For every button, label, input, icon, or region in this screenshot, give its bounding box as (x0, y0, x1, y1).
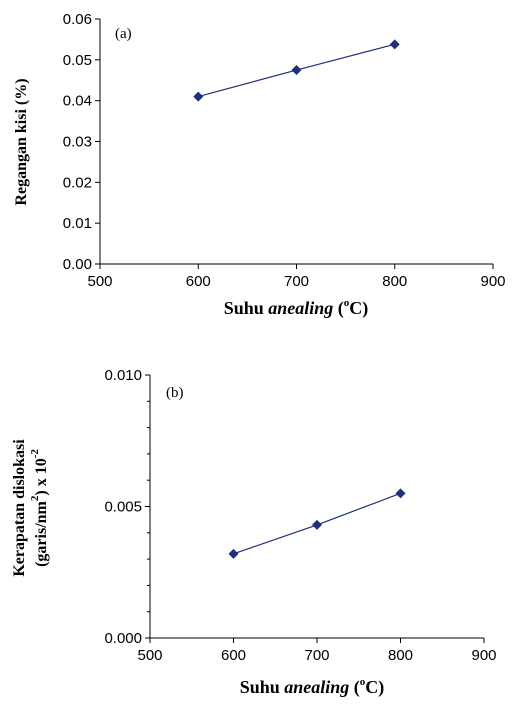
chart-b-data-point (312, 519, 322, 530)
chart-a-data-point (389, 39, 400, 50)
xlabel-sup: o (344, 297, 350, 309)
chart-b-x-tick-label: 600 (221, 647, 246, 664)
xlabel-main: Suhu (240, 677, 280, 697)
ylabel-sup: 2 (29, 495, 41, 501)
ylabel-sup2: -2 (29, 449, 41, 459)
chart-a-x-tick-label: 600 (186, 273, 211, 290)
xlabel-italic: anealing (284, 677, 349, 697)
xlabel-open: ( (338, 298, 344, 319)
chart-b-panel-label: (b) (166, 385, 184, 401)
chart-a-x-axis-label: Suhu anealing (oC) (224, 297, 369, 319)
chart-b-data-point (228, 548, 239, 559)
chart-a-y-tick-label: 0.03 (63, 134, 92, 151)
chart-a-x-tick-label: 800 (382, 273, 407, 290)
chart-a-x-tick-label: 500 (87, 273, 112, 290)
chart-a: 0.00 0.01 0.02 0.03 0.04 0.05 0.06 500 600 700 80… (13, 11, 506, 319)
chart-b-x-tick-label: 800 (388, 647, 413, 664)
chart-a-x-tick-label: 700 (284, 273, 309, 290)
ylabel-mid: ) x 10 (33, 458, 50, 495)
chart-a-y-tick-label: 0.00 (63, 256, 92, 273)
chart-a-data-point (193, 91, 204, 102)
chart-a-y-tick-label: 0.06 (63, 11, 92, 28)
xlabel-open: ( (354, 677, 360, 698)
chart-a-panel-label: (a) (115, 26, 132, 42)
chart-a-y-tick-label: 0.05 (63, 52, 92, 69)
chart-b-x-tick-label: 700 (304, 647, 329, 664)
chart-a-x-tick-label: 900 (480, 273, 505, 290)
chart-a-data-point (291, 65, 302, 76)
xlabel-italic: anealing (268, 298, 333, 318)
xlabel-sup: o (360, 676, 366, 688)
xlabel-close: C) (365, 677, 384, 698)
ylabel-pre: (garis/nm (33, 500, 50, 566)
chart-b: 0.000 0.005 0.010 500 600 700 800 900 (b) Suhu… (11, 367, 497, 698)
chart-b-data-point (395, 488, 406, 499)
chart-b-x-axis-label: Suhu anealing (oC) (240, 676, 385, 698)
chart-b-y-axis-label-line1: Kerapatan dislokasi (11, 439, 28, 577)
chart-b-x-tick-label: 900 (471, 647, 496, 664)
chart-a-y-tick-label: 0.02 (63, 174, 92, 191)
chart-a-y-tick-label: 0.04 (63, 93, 92, 110)
chart-b-y-tick-label: 0.000 (104, 630, 142, 647)
chart-b-y-tick-label: 0.010 (104, 367, 142, 384)
xlabel-close: C) (349, 298, 368, 319)
chart-a-y-tick-label: 0.01 (63, 215, 92, 232)
chart-b-y-tick-label: 0.005 (104, 499, 142, 516)
chart-b-x-tick-label: 500 (137, 647, 162, 664)
xlabel-main: Suhu (224, 298, 264, 318)
chart-b-y-axis-label-line2: (garis/nm2) x 10-2 (29, 449, 50, 567)
chart-a-y-axis-label: Regangan kisi (%) (13, 78, 30, 205)
